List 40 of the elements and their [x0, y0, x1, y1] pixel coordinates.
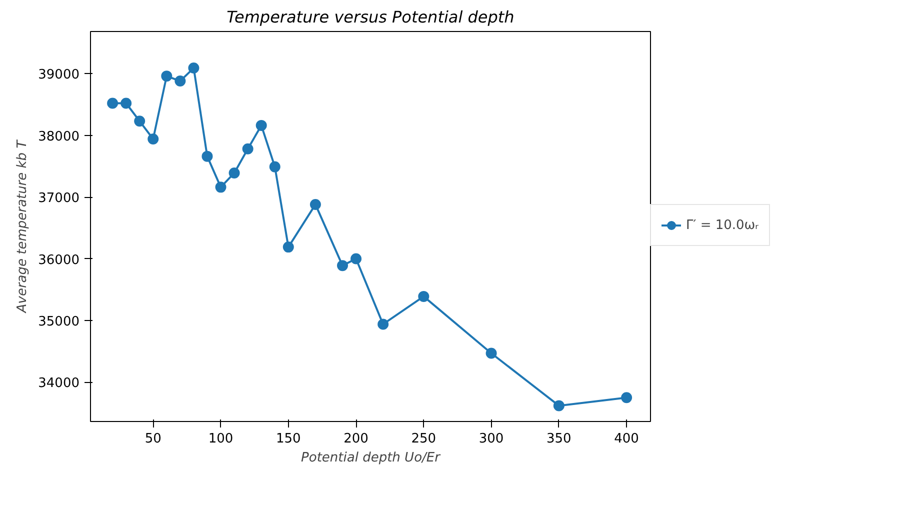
point — [148, 134, 159, 145]
x-tick-label: 350 — [546, 432, 572, 446]
y-axis-title: Average temperature kb T — [15, 139, 30, 314]
point — [418, 290, 430, 302]
point — [337, 260, 348, 272]
point — [310, 198, 321, 210]
point — [107, 98, 118, 109]
legend-label: Γ′ = 10.0ωᵣ — [686, 218, 759, 232]
point — [350, 253, 362, 264]
x-tick-label: 400 — [614, 432, 639, 446]
point — [282, 242, 294, 253]
y-tick-label: 35000 — [38, 314, 80, 330]
point — [174, 76, 186, 86]
x-tick-label: 50 — [144, 432, 162, 446]
x-tick-label: 300 — [478, 432, 504, 446]
y-tick-label: 39000 — [38, 68, 80, 83]
y-tick-label: 37000 — [38, 191, 80, 206]
x-tick-label: 200 — [344, 432, 368, 446]
point — [215, 182, 226, 193]
point — [553, 400, 564, 412]
y-tick-label: 38000 — [38, 129, 80, 144]
point — [269, 161, 280, 172]
chart-title: Temperature versus Potential depth — [226, 8, 514, 26]
point — [486, 348, 497, 359]
y-tick-label: 36000 — [38, 252, 80, 268]
point — [621, 392, 632, 404]
x-tick-label: 100 — [208, 432, 234, 446]
point — [256, 120, 267, 131]
y-tick-label: 34000 — [38, 376, 80, 392]
point — [202, 150, 213, 162]
point — [228, 167, 240, 178]
point — [242, 143, 254, 154]
x-axis-title: Potential depth Uo/Er — [301, 450, 442, 466]
point — [134, 116, 146, 127]
point — [378, 318, 389, 330]
x-tick-label: 250 — [411, 432, 436, 446]
point — [161, 70, 172, 82]
x-tick-label: 150 — [276, 432, 301, 446]
point — [120, 98, 132, 109]
point — [188, 62, 200, 74]
